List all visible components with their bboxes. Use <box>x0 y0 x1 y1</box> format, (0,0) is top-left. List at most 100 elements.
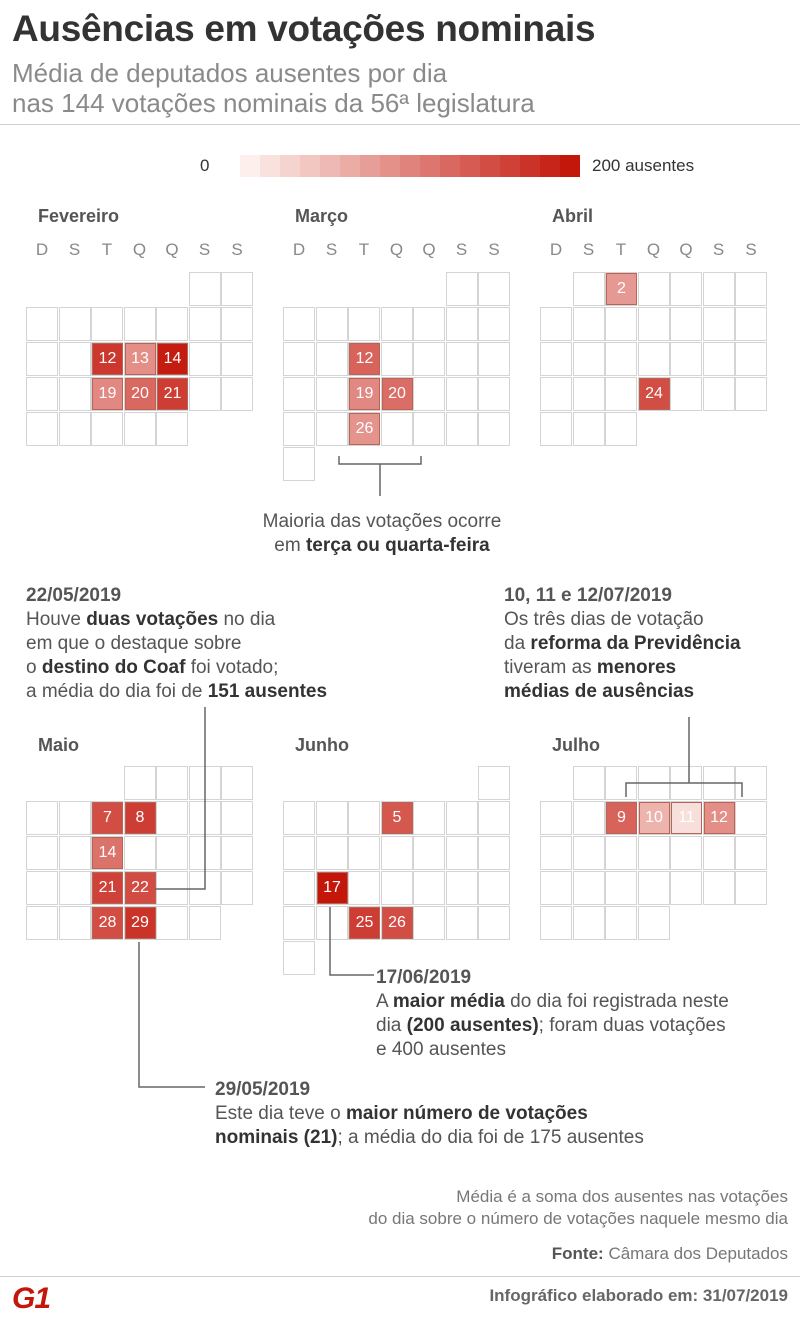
annotation-text: o <box>26 657 42 678</box>
calendar-day-cell <box>58 307 91 341</box>
legend-swatch <box>340 155 360 177</box>
calendar-day-cell <box>605 412 637 446</box>
voting-day-cell: 13 <box>124 343 156 375</box>
legend-swatch <box>460 155 480 177</box>
voting-day-cell: 29 <box>124 907 156 939</box>
calendar-day-cell <box>221 342 253 376</box>
calendar-day-cell <box>123 307 156 341</box>
calendar-day-cell <box>156 906 188 940</box>
footer-divider <box>0 1276 800 1277</box>
calendar-day-cell <box>478 377 510 411</box>
footnote-line-1: Média é a soma dos ausentes nas votações <box>456 1187 788 1206</box>
calendar-day-cell <box>26 307 58 341</box>
legend-swatch <box>260 155 280 177</box>
calendar-day-cell <box>123 766 156 800</box>
voting-day-cell: 5 <box>381 802 413 834</box>
voting-day-cell: 11 <box>671 802 702 834</box>
calendar-day-cell <box>221 801 253 835</box>
voting-day-cell: 20 <box>381 378 413 410</box>
weekday-label: S <box>712 240 725 259</box>
calendar-day-cell <box>637 871 670 905</box>
calendar-day-cell <box>283 412 315 446</box>
annotation-line: e 400 ausentes <box>376 1039 506 1060</box>
weekday-label: Q <box>422 240 436 259</box>
voting-day-cell: 24 <box>638 378 670 410</box>
calendar-day-cell <box>58 342 91 376</box>
month-label: Maio <box>38 735 80 755</box>
calendar-day-cell <box>572 871 605 905</box>
calendar-day-cell <box>572 307 605 341</box>
weekday-label: D <box>549 240 563 259</box>
calendar-day-cell <box>188 342 221 376</box>
annotation-text: tiveram as <box>504 657 597 678</box>
calendar-day-cell <box>413 871 445 905</box>
calendar-day-cell <box>188 377 221 411</box>
calendar-day-cell <box>188 906 221 940</box>
calendar-day-cell <box>702 307 735 341</box>
calendar-day-cell <box>605 766 637 800</box>
voting-day-cell: 9 <box>606 802 637 834</box>
calendar-day-cell <box>315 377 348 411</box>
calendar-day-cell <box>540 307 572 341</box>
calendar-day-cell <box>445 801 478 835</box>
calendar-day-cell <box>605 342 637 376</box>
calendar-day-cell <box>735 307 767 341</box>
calendar-day-cell <box>702 272 735 306</box>
footnote-line-2: do dia sobre o número de votações naquel… <box>368 1209 788 1228</box>
calendar-day-cell <box>26 412 58 446</box>
legend-swatch <box>360 155 380 177</box>
weekday-label: S <box>231 240 243 259</box>
annotation-line: nominais (21); a média do dia foi de 175… <box>215 1126 644 1150</box>
calendar-day-cell <box>188 307 221 341</box>
calendar-day-cell <box>315 906 348 940</box>
calendar-day-cell <box>221 836 253 870</box>
annotation-date: 17/06/2019 <box>376 967 472 988</box>
calendar-day-cell <box>572 906 605 940</box>
calendar-day-cell <box>26 906 58 940</box>
calendar-day-cell <box>670 307 702 341</box>
annotation-line: Este dia teve o maior número de votações <box>215 1102 644 1126</box>
annotation-line: Houve duas votações no dia <box>26 608 327 632</box>
legend-swatch <box>400 155 420 177</box>
annotation-text: a média do dia foi de <box>26 681 208 702</box>
calendar-day-cell <box>637 342 670 376</box>
source: Fonte: Câmara dos Deputados <box>552 1244 788 1264</box>
weekday-label: Q <box>132 240 147 259</box>
calendar-day-cell <box>735 272 767 306</box>
calendar-day-cell <box>283 377 315 411</box>
annotation-midweek-line2: em terça ou quarta-feira <box>244 534 520 558</box>
calendar-day-cell <box>735 801 767 835</box>
calendar-day-cell <box>670 272 702 306</box>
legend-max-label: 200 ausentes <box>592 156 695 175</box>
calendar-day-cell <box>413 342 445 376</box>
annotation-line: Os três dias de votação <box>504 609 704 630</box>
annotation-text: no dia <box>218 609 276 630</box>
calendar-day-cell <box>637 766 670 800</box>
calendar-day-cell <box>670 836 702 870</box>
weekday-label: D <box>292 240 306 259</box>
calendar-day-cell <box>605 377 637 411</box>
calendar-day-cell <box>702 836 735 870</box>
calendar-day-cell <box>221 871 253 905</box>
calendar-day-cell <box>702 766 735 800</box>
calendar-day-cell <box>283 836 315 870</box>
annotation-line: da reforma da Previdência <box>504 632 741 656</box>
voting-day-cell: 12 <box>349 343 380 375</box>
calendar-day-cell <box>540 871 572 905</box>
header-divider <box>0 124 800 125</box>
annotation-bold-text: destino do Coaf <box>41 657 186 678</box>
calendar-day-cell <box>58 801 91 835</box>
calendar-day-cell <box>637 307 670 341</box>
calendar-day-cell <box>221 377 253 411</box>
weekday-label: D <box>35 240 49 259</box>
calendar-day-cell <box>478 871 510 905</box>
calendar-day-cell <box>283 941 315 975</box>
calendar-day-cell <box>188 766 221 800</box>
calendar-day-cell <box>637 836 670 870</box>
calendar-day-cell <box>670 377 702 411</box>
voting-day-cell: 8 <box>124 802 156 834</box>
calendar-day-cell <box>637 906 670 940</box>
calendar-day-cell <box>26 342 58 376</box>
calendar-day-cell <box>605 906 637 940</box>
calendar-day-cell <box>670 871 702 905</box>
